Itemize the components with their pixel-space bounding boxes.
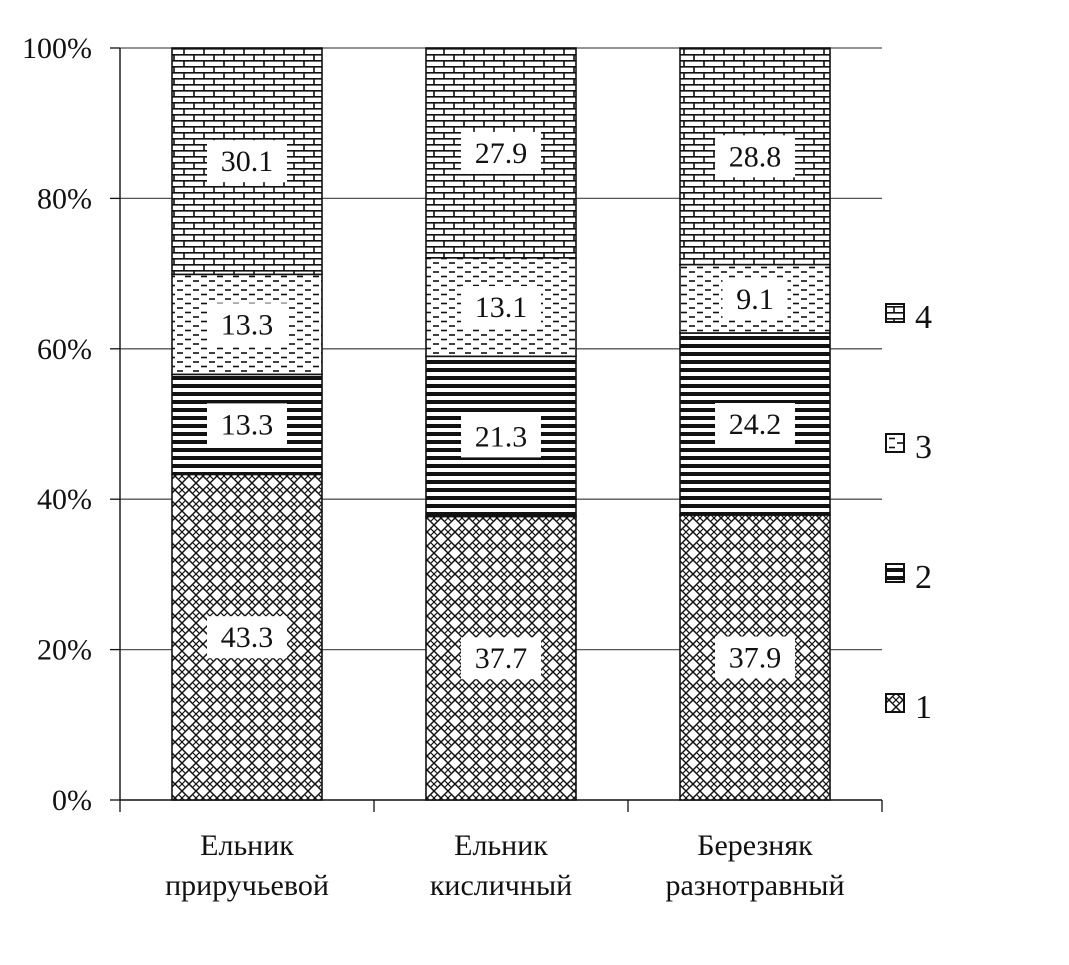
data-label: 37.7 xyxy=(475,642,528,675)
data-label: 13.3 xyxy=(221,308,274,341)
legend-label-4: 4 xyxy=(915,299,932,336)
y-tick-label: 40% xyxy=(37,483,92,516)
data-label-box xyxy=(207,616,287,659)
y-tick-label: 100% xyxy=(22,32,92,65)
legend-swatch-4 xyxy=(885,303,905,323)
data-label-box xyxy=(715,636,795,679)
data-label-box xyxy=(207,403,287,446)
y-tick-label: 80% xyxy=(37,182,92,215)
data-label: 21.3 xyxy=(475,420,528,453)
legend-swatch-2 xyxy=(885,563,905,583)
data-label-box xyxy=(715,403,795,445)
category-label: кисличный xyxy=(430,869,572,902)
category-label: Березняк xyxy=(697,829,813,862)
data-label: 27.9 xyxy=(475,137,528,170)
data-label-box xyxy=(722,277,788,320)
y-tick-label: 20% xyxy=(37,634,92,667)
data-label: 9.1 xyxy=(736,283,774,316)
legend-label-3: 3 xyxy=(915,429,932,466)
legend-label-1: 1 xyxy=(915,689,932,726)
data-label-box xyxy=(715,135,795,178)
legend-swatch-1 xyxy=(885,693,905,713)
data-labels: 43.3 13.3 13.3 30.1 37.7 21.3 13.1 27.9 37.9 24.2… xyxy=(207,131,795,680)
data-label: 37.9 xyxy=(729,641,782,674)
data-label-box xyxy=(461,131,541,174)
data-label: 30.1 xyxy=(221,145,274,178)
category-label: разнотравный xyxy=(665,869,844,902)
y-tick-label: 60% xyxy=(37,333,92,366)
data-label-box xyxy=(207,140,287,183)
y-tick-labels: 0% 20% 40% 60% 80% 100% xyxy=(22,32,92,817)
category-label: Ельник xyxy=(454,829,548,862)
y-tick-label: 0% xyxy=(52,784,92,817)
data-label: 43.3 xyxy=(221,621,274,654)
data-label: 24.2 xyxy=(729,408,782,441)
category-labels: Ельник приручьевой Ельник кисличный Березняк… xyxy=(165,829,844,902)
category-label: приручьевой xyxy=(165,869,329,902)
data-label: 13.1 xyxy=(475,291,528,324)
data-label: 13.3 xyxy=(221,408,274,441)
data-label-box xyxy=(461,637,541,680)
data-label: 28.8 xyxy=(729,140,782,173)
bar-segment-4-1 xyxy=(425,47,577,259)
category-label: Ельник xyxy=(200,829,294,862)
data-label-box xyxy=(461,415,541,458)
legend-label-2: 2 xyxy=(915,559,932,596)
legend: 4 3 2 1 xyxy=(885,299,932,726)
legend-swatch-3 xyxy=(885,433,905,453)
data-label-box xyxy=(207,303,287,346)
data-label-box xyxy=(461,286,541,329)
